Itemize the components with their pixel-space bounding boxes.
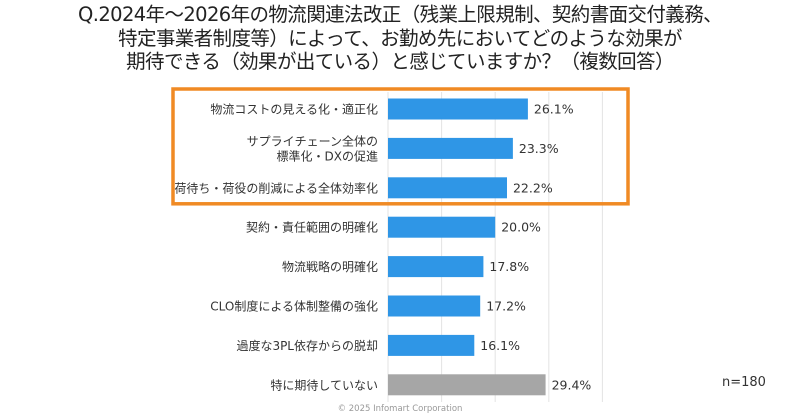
- category-label: 契約・責任範囲の明確化: [246, 220, 378, 235]
- chart-title: Q.2024年～2026年の物流関連法改正（残業上限規制、契約書面交付義務、 特…: [0, 3, 800, 74]
- category-label: CLO制度による体制整備の強化: [210, 299, 378, 314]
- bar: [388, 256, 484, 278]
- value-label: 29.4%: [552, 377, 592, 392]
- category-label: 荷待ち・荷役の削減による全体効率化: [174, 180, 378, 195]
- title-line: Q.2024年～2026年の物流関連法改正（残業上限規制、契約書面交付義務、: [78, 3, 723, 26]
- value-label: 26.1%: [534, 102, 574, 117]
- bar: [388, 295, 481, 317]
- title-line: 期待できる（効果が出ている）と感じていますか？（複数回答）: [126, 50, 674, 73]
- bar: [388, 137, 513, 159]
- category-label: 特に期待していない: [270, 377, 378, 392]
- value-label: 16.1%: [480, 338, 520, 353]
- category-label: 物流戦略の明確化: [282, 259, 378, 274]
- value-label: 20.0%: [501, 220, 541, 235]
- category-label: 標準化・DXの促進: [277, 148, 378, 163]
- bar: [388, 374, 546, 396]
- value-label: 17.2%: [486, 299, 526, 314]
- bar: [388, 334, 475, 356]
- category-label: 過度な3PL依存からの脱却: [236, 338, 378, 353]
- value-label: 23.3%: [519, 141, 559, 156]
- value-label: 22.2%: [513, 180, 553, 195]
- category-label: サプライチェーン全体の: [247, 133, 378, 148]
- bar: [388, 216, 496, 238]
- sample-size: n=180: [722, 375, 766, 390]
- title-line: 特定事業者制度等）によって、お勤め先においてどのような効果が: [118, 26, 682, 50]
- value-label: 17.8%: [489, 259, 529, 274]
- category-label: 物流コストの見える化・適正化: [210, 102, 378, 117]
- bar: [388, 177, 507, 199]
- copyright: © 2025 Infomart Corporation: [337, 404, 463, 414]
- bar: [388, 98, 528, 120]
- highlight-box: [171, 87, 630, 206]
